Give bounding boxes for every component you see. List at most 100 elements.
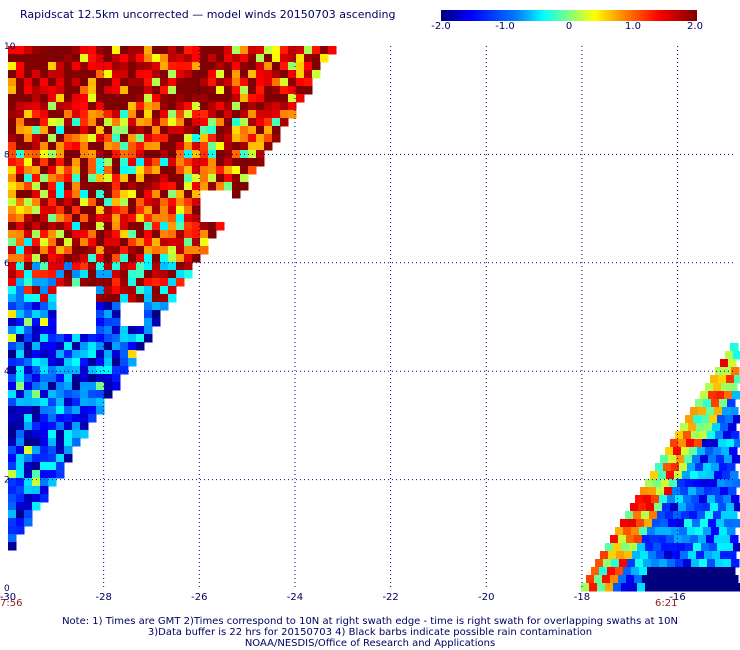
swath-cell <box>280 54 289 63</box>
swath-cell <box>72 406 81 415</box>
swath-cell <box>16 302 25 311</box>
swath-cell <box>104 374 113 383</box>
swath-cell <box>8 334 17 343</box>
swath-cell <box>144 302 153 311</box>
swath-cell <box>615 567 624 576</box>
swath-cell <box>288 70 297 79</box>
swath-cell <box>40 230 49 239</box>
swath-cell <box>32 94 41 103</box>
swath-cell <box>128 190 137 199</box>
swath-cell <box>688 487 697 496</box>
swath-cell <box>48 382 57 391</box>
swath-cell <box>626 575 635 584</box>
swath-cell <box>264 46 273 55</box>
swath-cell <box>88 206 97 215</box>
swath-cell <box>16 486 25 495</box>
swath-cell <box>600 551 609 560</box>
swath-cell <box>72 382 81 391</box>
swath-cell <box>32 278 41 287</box>
swath-cell <box>144 254 153 263</box>
swath-cell <box>16 398 25 407</box>
swath-cell <box>128 278 137 287</box>
swath-cell <box>613 543 622 552</box>
swath-cell <box>24 430 33 439</box>
swath-cell <box>8 46 17 55</box>
swath-cell <box>96 262 105 271</box>
swath-cell <box>96 270 105 279</box>
swath-cell <box>728 551 737 560</box>
swath-cell <box>96 406 105 415</box>
swath-cell <box>730 575 739 584</box>
swath-cell <box>296 62 305 71</box>
swath-cell <box>16 238 25 247</box>
swath-cell <box>224 174 233 183</box>
swath-cell <box>304 54 313 63</box>
swath-cell <box>232 110 241 119</box>
swath-cell <box>24 270 33 279</box>
swath-cell <box>136 118 145 127</box>
swath-cell <box>692 519 701 528</box>
swath-cell <box>56 86 65 95</box>
swath-cell <box>8 142 17 151</box>
swath-cell <box>707 495 716 504</box>
swath-cell <box>16 86 25 95</box>
swath-cell <box>24 406 33 415</box>
swath-cell <box>64 238 73 247</box>
swath-cell <box>136 174 145 183</box>
x-tick-label: -28 <box>95 592 111 600</box>
swath-cell <box>24 254 33 263</box>
swath-cell <box>64 166 73 175</box>
swath-cell <box>615 527 624 536</box>
swath-cell <box>128 206 137 215</box>
swath-cell <box>200 142 209 151</box>
swath-cell <box>680 551 689 560</box>
swath-cell <box>56 158 65 167</box>
swath-cell <box>216 78 225 87</box>
swath-cell <box>80 430 89 439</box>
swath-cell <box>40 350 49 359</box>
swath-cell <box>120 182 129 191</box>
swath-cell <box>703 567 712 576</box>
swath-cell <box>272 86 281 95</box>
swath-cell <box>8 350 17 359</box>
swath-cell <box>681 447 690 456</box>
swath-cell <box>64 206 73 215</box>
swath-cell <box>248 142 257 151</box>
right-swath-time: 6:21 <box>655 598 678 609</box>
colorbar-tick: 0 <box>565 21 573 32</box>
swath-cell <box>120 230 129 239</box>
swath-cell <box>40 414 49 423</box>
swath-cell <box>104 118 113 127</box>
swath-cell <box>32 318 41 327</box>
swath-cell <box>64 334 73 343</box>
swath-cell <box>8 366 17 375</box>
swath-cell <box>40 254 49 263</box>
swath-cell <box>72 166 81 175</box>
swath-cell <box>56 382 65 391</box>
swath-cell <box>16 222 25 231</box>
swath-cell <box>32 102 41 111</box>
swath-cell <box>602 575 611 584</box>
swath-cell <box>88 158 97 167</box>
swath-cell <box>618 535 627 544</box>
swath-cell <box>8 222 17 231</box>
swath-cell <box>56 254 65 263</box>
swath-cell <box>648 551 657 560</box>
swath-cell <box>88 182 97 191</box>
swath-cell <box>16 158 25 167</box>
swath-cell <box>16 334 25 343</box>
swath-cell <box>144 214 153 223</box>
swath-cell <box>682 535 691 544</box>
swath-cell <box>248 62 257 71</box>
swath-cell <box>120 126 129 135</box>
swath-cell <box>272 46 281 55</box>
swath-cell <box>136 70 145 79</box>
swath-cell <box>88 166 97 175</box>
swath-cell <box>661 479 670 488</box>
swath-cell <box>40 78 49 87</box>
swath-cell <box>104 214 113 223</box>
swath-cell <box>128 182 137 191</box>
swath-cell <box>104 102 113 111</box>
swath-cell <box>8 54 17 63</box>
swath-cell <box>168 46 177 55</box>
